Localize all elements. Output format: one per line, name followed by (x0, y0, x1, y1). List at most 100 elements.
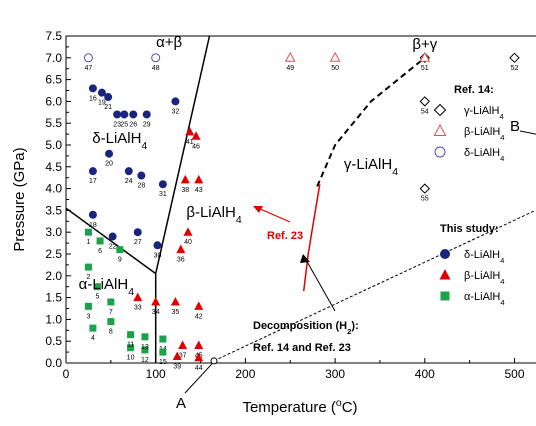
y-tick-label: 6.0 (45, 94, 62, 108)
legend-study-label: α-LiAlH4 (464, 291, 505, 307)
point-number-label: 32 (172, 108, 180, 115)
legend-study-title: This study: (440, 223, 499, 235)
legend-study-marker (440, 291, 450, 301)
point-circle-open (83, 53, 93, 63)
legend-ref14-marker (434, 146, 446, 158)
point-square-filled (84, 302, 92, 310)
boundary-lines (66, 36, 535, 363)
point-number-label: 24 (125, 178, 133, 185)
point-circle-filled (88, 167, 97, 176)
point-circle-filled (153, 241, 162, 250)
point-circle-filled (158, 180, 167, 189)
point-square-filled (107, 298, 115, 306)
point-number-label: 20 (105, 161, 113, 168)
point-circle-open (151, 53, 161, 63)
y-tick-label: 7.5 (45, 29, 62, 43)
x-tick-label: 200 (235, 367, 255, 381)
point-number-label: 22 (109, 244, 117, 251)
point-number-label: 1 (86, 239, 90, 246)
point-number-label: 37 (179, 353, 187, 360)
point-number-label: 33 (134, 305, 142, 312)
point-number-label: 13 (141, 344, 149, 351)
point-number-label: 5 (95, 294, 99, 301)
point-number-label: 10 (127, 355, 135, 362)
point-number-label: 17 (89, 178, 97, 185)
point-triangle-filled (176, 244, 186, 254)
point-number-label: 36 (177, 257, 185, 264)
point-square-filled (159, 335, 167, 343)
region-label: δ-LiAlH4 (92, 130, 147, 152)
point-square-filled (84, 228, 92, 236)
point-square-filled (116, 246, 124, 254)
point-b-label: B (510, 118, 520, 135)
plot-frame: 0.0 0.5 1.0 1.5 2.0 2.5 3.0 3.5 4.0 4.5 5.0 5.5 6.0 6… (11, 29, 536, 416)
point-circle-filled (133, 228, 142, 237)
point-number-label: 42 (195, 313, 203, 320)
line-ref23-curve (302, 184, 321, 292)
point-triangle-filled (194, 301, 204, 310)
point-number-label: 35 (172, 309, 180, 316)
point-triangle-filled (194, 174, 204, 184)
y-tick-label: 1.0 (45, 312, 62, 326)
decomp-arrow-head (300, 254, 310, 263)
point-number-label: 21 (104, 104, 112, 111)
point-triangle-open (419, 51, 431, 62)
y-tick-label: 5.5 (45, 116, 62, 130)
point-number-label: 29 (143, 121, 151, 128)
point-triangle-open (329, 51, 341, 62)
point-square-filled (127, 331, 135, 339)
y-tick-label: 5.0 (45, 138, 62, 152)
point-circle-filled (137, 171, 146, 180)
x-tick-label: 500 (504, 367, 524, 381)
point-a-pointer (184, 363, 213, 394)
point-circle-filled (171, 97, 180, 106)
x-tick-label: 0 (63, 367, 70, 381)
y-tick-label: 3.5 (45, 203, 62, 217)
legend-ref14-label: γ-LiAlH4 (464, 105, 504, 121)
point-square-filled (89, 324, 97, 332)
point-number-label: 49 (286, 65, 294, 72)
point-circle-filled (142, 110, 151, 119)
point-number-label: 15 (159, 359, 167, 366)
point-number-label: 8 (109, 329, 113, 336)
legend-study-marker (440, 249, 450, 259)
point-circle-filled (129, 110, 138, 119)
region-label: α+β (156, 34, 182, 51)
ref23-arrow-line (257, 207, 291, 223)
point-number-label: 52 (511, 65, 519, 72)
legend-ref14-label: β-LiAlH4 (464, 126, 505, 142)
point-number-label: 50 (331, 65, 339, 72)
point-number-label: 16 (89, 95, 97, 102)
region-label: β+γ (412, 36, 437, 53)
point-number-label: 40 (184, 239, 192, 246)
point-a-label: A (176, 395, 186, 412)
point-triangle-filled (133, 292, 143, 302)
point-triangle-filled (172, 351, 182, 360)
legend-ref14-title: Ref. 14: (454, 84, 494, 96)
region-label: β-LiAlH4 (186, 204, 241, 226)
point-number-label: 11 (127, 342, 134, 349)
point-number-label: 2 (86, 274, 90, 281)
point-number-label: 44 (195, 365, 203, 372)
point-triangle-filled (180, 174, 190, 184)
point-square-filled (141, 346, 149, 354)
legend-ref14-marker (433, 123, 447, 136)
point-number-label: 3 (86, 313, 90, 320)
point-triangle-filled (170, 296, 180, 306)
y-tick-label: 4.0 (45, 182, 62, 196)
y-tick-label: 0.5 (45, 334, 62, 348)
point-number-label: 43 (195, 187, 203, 194)
point-number-label: 41 (186, 139, 194, 146)
point-number-label: 28 (137, 183, 145, 190)
point-square-filled (159, 348, 167, 356)
point-number-label: 34 (152, 309, 160, 316)
point-diamond-open (509, 52, 520, 64)
point-number-label: 47 (85, 65, 93, 72)
point-number-label: 4 (91, 335, 95, 342)
y-tick-label: 1.5 (45, 291, 62, 305)
point-number-label: 38 (181, 187, 189, 194)
point-circle-filled (113, 110, 122, 119)
point-number-label: 30 (154, 252, 162, 259)
point-number-label: 54 (421, 108, 429, 115)
ref23-arrow-head (253, 206, 263, 213)
